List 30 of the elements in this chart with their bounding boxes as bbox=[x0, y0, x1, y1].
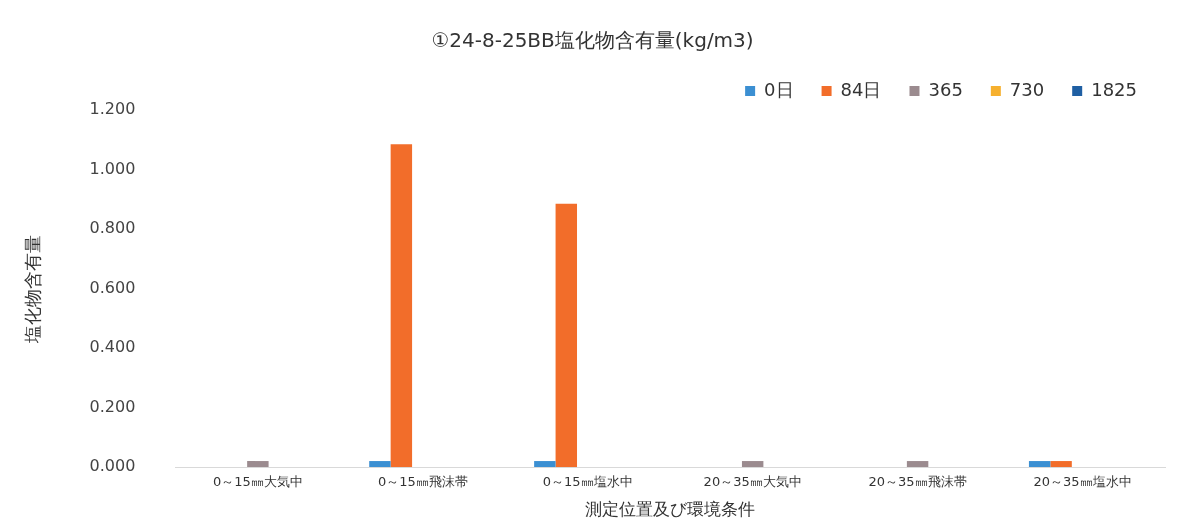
legend-label: 365 bbox=[928, 78, 963, 100]
y-axis-title: 塩化物含有量 bbox=[22, 234, 44, 344]
y-tick-label: 1.000 bbox=[89, 158, 136, 178]
bar bbox=[534, 461, 556, 467]
y-tick-label: 0.800 bbox=[89, 218, 136, 238]
legend-label: 0日 bbox=[764, 78, 794, 100]
legend-label: 1825 bbox=[1091, 78, 1137, 100]
x-tick-label: 0～15㎜大気中 bbox=[212, 474, 303, 490]
x-axis-title: 測定位置及び環境条件 bbox=[585, 499, 756, 520]
bar bbox=[555, 203, 578, 467]
legend-label: 84日 bbox=[840, 78, 882, 100]
x-tick-label: 0～15㎜塩水中 bbox=[542, 474, 633, 490]
y-tick-label: 0.200 bbox=[89, 396, 136, 416]
chart-title: ①24-8-25BB塩化物含有量(kg/m3) bbox=[431, 28, 754, 53]
y-tick-label: 0.600 bbox=[89, 277, 136, 297]
bar bbox=[1050, 461, 1072, 467]
x-tick-label: 20～35㎜大気中 bbox=[703, 474, 802, 490]
y-tick-label: 1.200 bbox=[89, 99, 136, 119]
bar bbox=[1028, 461, 1051, 467]
x-tick-label: 0～15㎜飛沫帯 bbox=[377, 474, 468, 490]
bar bbox=[741, 461, 764, 467]
y-tick-label: 0.400 bbox=[89, 337, 136, 357]
bar bbox=[247, 461, 269, 467]
y-tick-label: 0.000 bbox=[89, 456, 136, 476]
x-tick-label: 20～35㎜飛沫帯 bbox=[868, 474, 967, 490]
bar bbox=[906, 461, 929, 467]
bar bbox=[390, 144, 413, 467]
bar bbox=[369, 461, 391, 467]
x-tick-label: 20～35㎜塩水中 bbox=[1033, 474, 1132, 490]
legend-label: 730 bbox=[1009, 78, 1045, 100]
